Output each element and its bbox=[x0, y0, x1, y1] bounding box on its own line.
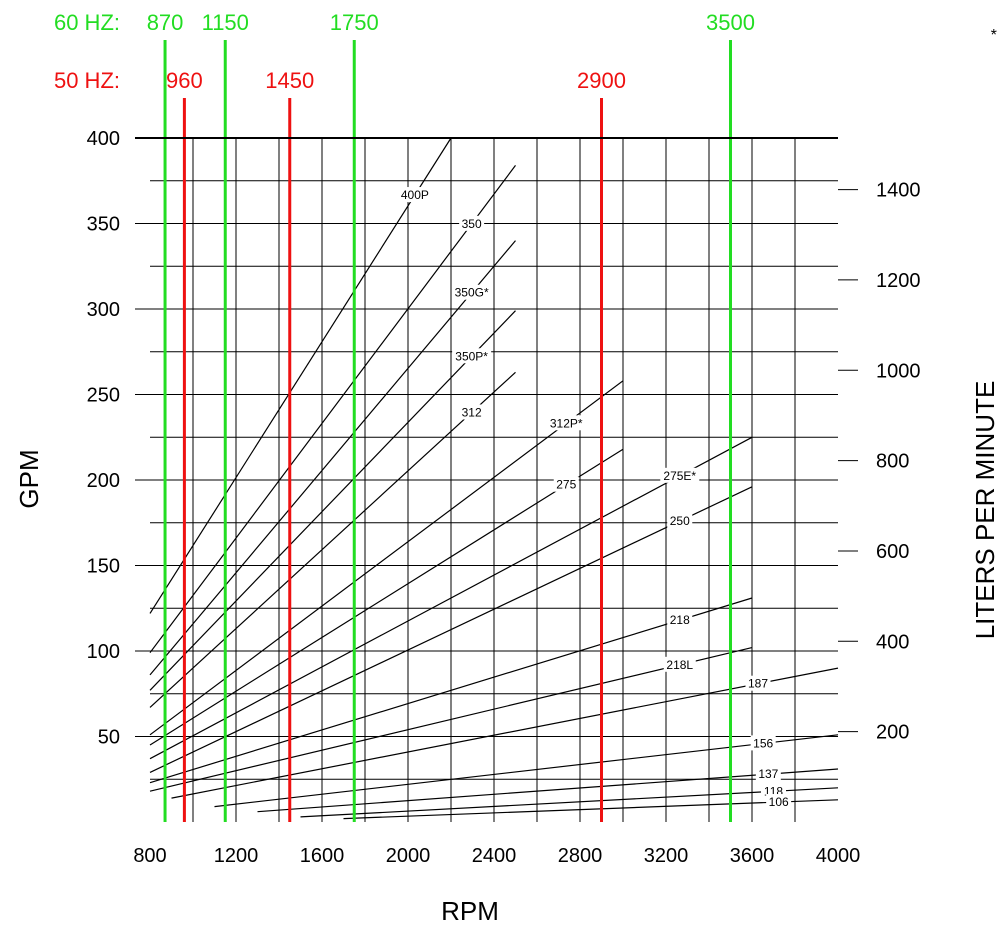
curve-label-bg bbox=[663, 656, 696, 672]
frequency-lines: 60 HZ: 870 1150 1750 3500 50 HZ: 960 1450 2900 bbox=[54, 10, 755, 822]
curve-label-bg bbox=[755, 766, 781, 782]
x-tick-label: 2000 bbox=[386, 845, 431, 867]
curve-label: 312P* bbox=[550, 416, 583, 430]
curve-label: 312 bbox=[462, 405, 482, 419]
y2-tick-label: 800 bbox=[876, 451, 909, 473]
curve-400p bbox=[149, 137, 452, 614]
x-tick-label: 3200 bbox=[644, 845, 689, 867]
footnote-marker: * bbox=[990, 27, 997, 44]
curve-label: 275E* bbox=[663, 469, 696, 483]
curve-137 bbox=[257, 768, 839, 813]
x-tick-label: 3600 bbox=[730, 845, 775, 867]
curve-label-bg bbox=[459, 215, 485, 231]
performance-curves bbox=[149, 137, 839, 820]
y-tick-label: 250 bbox=[87, 385, 120, 407]
curve-350g bbox=[149, 240, 516, 676]
y-tick-label: 200 bbox=[87, 470, 120, 492]
curve-labels: 400P 350 350G* 350P* 312 312P* 275 275E* 250 218 2… bbox=[398, 187, 792, 810]
x-tick-label: 4000 bbox=[816, 845, 861, 867]
frequency-label: 3500 bbox=[706, 10, 755, 35]
x-tick-label: 2400 bbox=[472, 845, 517, 867]
x-tick-label: 2800 bbox=[558, 845, 603, 867]
y2-tick-label: 1200 bbox=[876, 270, 921, 292]
y-tick-label: 300 bbox=[87, 299, 120, 321]
y2-tick-label: 1400 bbox=[876, 180, 921, 202]
y2-tick-label: 1000 bbox=[876, 360, 921, 382]
curve-118 bbox=[300, 787, 839, 818]
hz-row-label: 50 HZ: bbox=[54, 68, 120, 93]
curve-label: 400P bbox=[401, 188, 429, 202]
curve-label: 218 bbox=[670, 613, 690, 627]
frequency-label: 870 bbox=[147, 10, 184, 35]
curve-label: 137 bbox=[758, 767, 778, 781]
curve-label: 250 bbox=[670, 514, 690, 528]
frequency-label: 1150 bbox=[202, 10, 249, 35]
curve-label: 187 bbox=[748, 677, 768, 691]
curve-312p bbox=[149, 380, 624, 736]
y2-tick-label: 200 bbox=[876, 722, 909, 744]
curve-218 bbox=[149, 597, 753, 784]
y-axis-title: GPM bbox=[14, 449, 44, 508]
curve-label-bg bbox=[459, 404, 485, 420]
y-tick-label: 150 bbox=[87, 556, 120, 578]
x-tick-label: 1200 bbox=[214, 845, 259, 867]
y2-tick-label: 400 bbox=[876, 631, 909, 653]
curve-label: 350 bbox=[462, 217, 482, 231]
axes: 50 100 150 200 250 300 350 400 800 1200 1600 2000 24… bbox=[87, 128, 921, 867]
curve-label-bg bbox=[398, 187, 431, 203]
curve-label: 350G* bbox=[455, 286, 489, 300]
curve-106 bbox=[343, 799, 839, 820]
curve-label: 275 bbox=[556, 478, 576, 492]
curve-350p bbox=[149, 310, 516, 691]
y2-axis-title: LITERS PER MINUTE bbox=[970, 381, 1000, 640]
hz-row-label: 60 HZ: bbox=[54, 10, 120, 35]
y-tick-label: 400 bbox=[87, 128, 120, 150]
curve-275 bbox=[149, 448, 624, 746]
x-tick-label: 1600 bbox=[300, 845, 345, 867]
curve-label: 156 bbox=[753, 736, 773, 750]
grid bbox=[150, 138, 838, 822]
curve-label-bg bbox=[660, 467, 700, 483]
frequency-label: 2900 bbox=[577, 68, 626, 93]
curve-218l bbox=[149, 647, 753, 792]
y-tick-label: 350 bbox=[87, 214, 120, 236]
curve-350 bbox=[149, 165, 516, 654]
curve-250 bbox=[149, 486, 753, 773]
curve-275e bbox=[149, 436, 753, 760]
curve-label-bg bbox=[750, 735, 776, 751]
x-tick-label: 800 bbox=[133, 845, 166, 867]
y-tick-label: 50 bbox=[98, 727, 120, 749]
curve-187 bbox=[171, 667, 839, 799]
curve-label-bg bbox=[667, 612, 693, 628]
curve-label-bg bbox=[546, 415, 586, 431]
curve-label: 218L bbox=[666, 658, 693, 672]
frequency-label: 1450 bbox=[265, 68, 314, 93]
frequency-label: 1750 bbox=[330, 10, 379, 35]
curve-label-bg bbox=[452, 284, 492, 300]
curve-label: 350P* bbox=[455, 349, 488, 363]
curve-label-bg bbox=[452, 348, 492, 364]
curve-label-bg bbox=[745, 675, 771, 691]
curve-label-bg bbox=[667, 513, 693, 529]
x-axis-title: RPM bbox=[441, 896, 499, 926]
curve-label-bg bbox=[766, 794, 792, 810]
curve-label: 106 bbox=[769, 795, 789, 809]
curve-label-bg bbox=[553, 476, 579, 492]
curve-156 bbox=[214, 734, 839, 808]
y-tick-label: 100 bbox=[87, 641, 120, 663]
frequency-label: 960 bbox=[166, 68, 203, 93]
y2-tick-label: 600 bbox=[876, 541, 909, 563]
curve-312 bbox=[149, 371, 516, 708]
